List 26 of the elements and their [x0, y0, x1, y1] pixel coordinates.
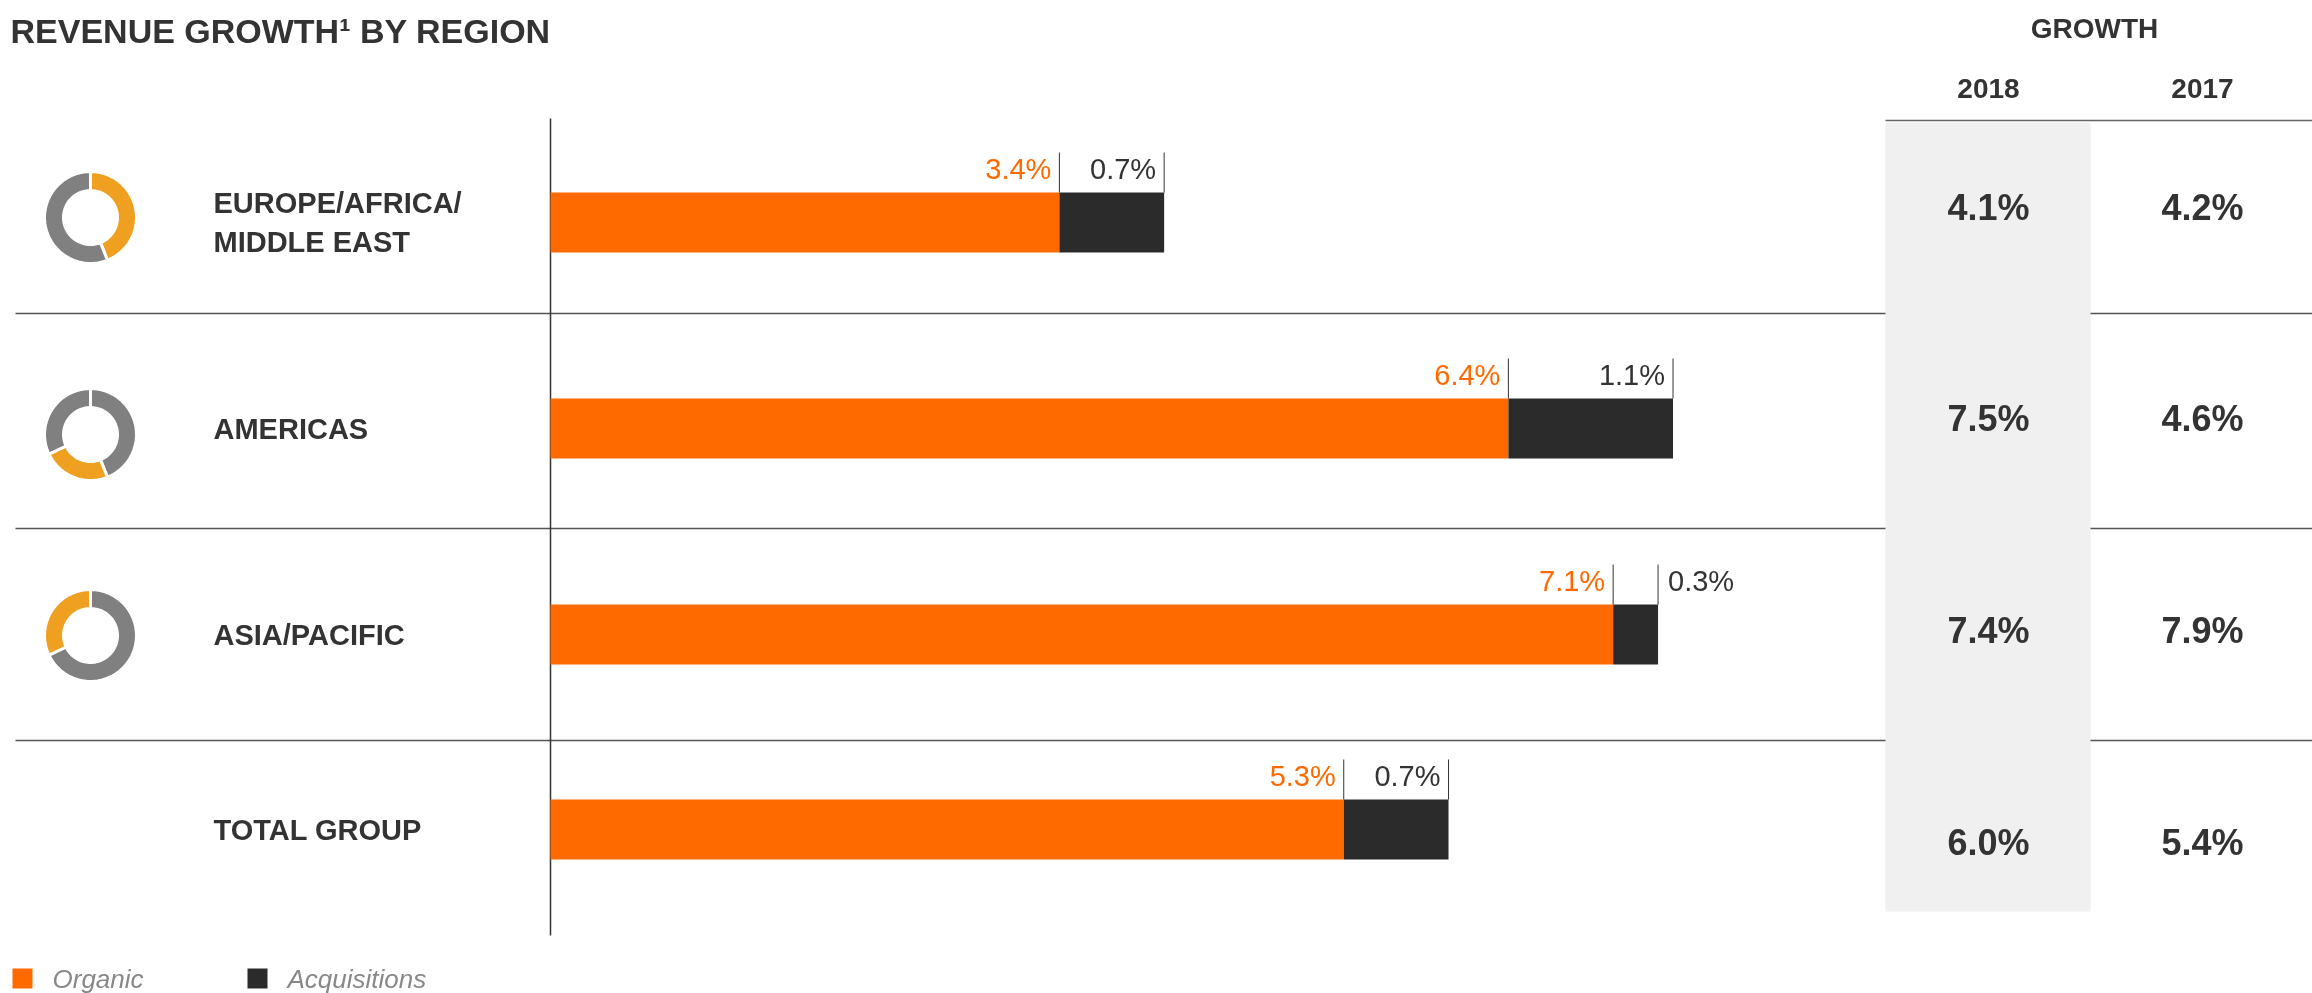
data-label: 0.7%	[1090, 152, 1157, 185]
data-label: 0.3%	[1668, 564, 1735, 597]
data-label: 1.1%	[1598, 358, 1666, 391]
y-tick-label: AMERICAS	[213, 412, 369, 445]
chart-title: REVENUE GROWTH¹ BY REGION	[10, 11, 551, 50]
text: 4.2%	[2161, 187, 2244, 228]
text: 6.0%	[1947, 822, 2030, 863]
data-label: 0.7%	[1374, 759, 1441, 792]
text: 2018	[1957, 73, 2020, 104]
y-tick-label: ASIA/PACIFIC	[213, 618, 405, 651]
data-label: 5.3%	[1269, 759, 1336, 792]
data-label: 7.1%	[1539, 564, 1606, 597]
text: 7.4%	[1947, 610, 2030, 651]
y-tick-label: EUROPE/AFRICA/MIDDLE EAST	[213, 187, 462, 258]
y-tick-label: TOTAL GROUP	[213, 813, 422, 846]
legend-label: Acquisitions	[285, 963, 427, 993]
legend-label: Organic	[52, 963, 144, 993]
text: 5.4%	[2161, 822, 2244, 863]
text: 2017	[2171, 73, 2234, 104]
text: 4.1%	[1947, 187, 2030, 228]
data-label: 6.4%	[1434, 358, 1501, 391]
text: 4.6%	[2161, 398, 2244, 439]
data-label: 3.4%	[985, 152, 1052, 185]
text: GROWTH	[2030, 13, 2159, 44]
text: 7.9%	[2161, 610, 2244, 651]
text: 7.5%	[1947, 398, 2030, 439]
